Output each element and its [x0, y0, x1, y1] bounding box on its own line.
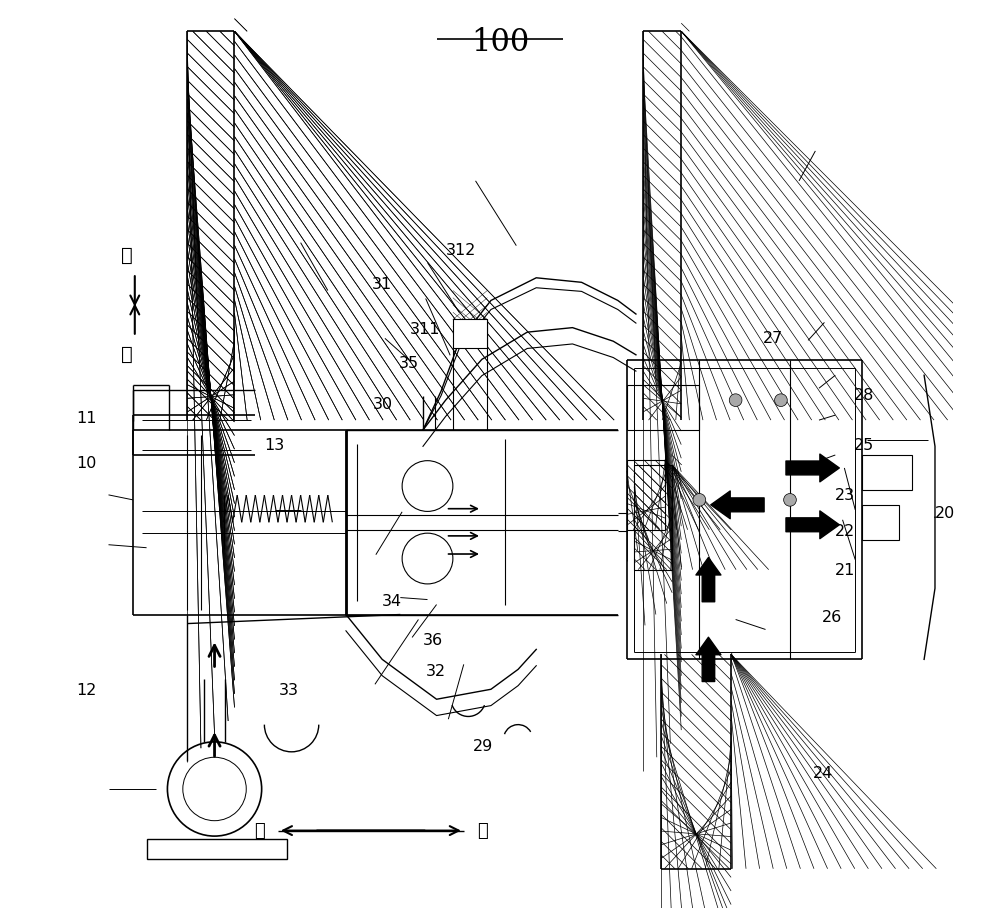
Circle shape [784, 494, 796, 506]
Text: 36: 36 [423, 633, 443, 648]
Text: 25: 25 [853, 438, 874, 453]
Text: 13: 13 [264, 438, 285, 453]
Text: 22: 22 [835, 524, 856, 539]
Text: 10: 10 [76, 456, 97, 471]
Bar [188, 31, 234, 420]
Text: 21: 21 [835, 563, 856, 578]
Text: 33: 33 [279, 683, 299, 697]
Text: 312: 312 [446, 243, 476, 258]
Text: 11: 11 [76, 411, 97, 425]
Text: 23: 23 [835, 488, 855, 503]
Bar [862, 455, 912, 490]
Text: 27: 27 [763, 331, 783, 346]
Text: 34: 34 [382, 594, 402, 609]
Text: 26: 26 [822, 610, 842, 625]
Text: 12: 12 [76, 683, 97, 697]
Text: 下: 下 [121, 345, 133, 365]
Text: 上: 上 [121, 245, 133, 265]
Text: 31: 31 [371, 276, 392, 292]
Bar [453, 319, 487, 348]
Text: 20: 20 [935, 506, 955, 521]
Text: 左: 左 [254, 822, 264, 840]
Text: 35: 35 [399, 356, 419, 372]
Circle shape [693, 494, 706, 506]
Text: 32: 32 [426, 664, 446, 680]
Text: 24: 24 [813, 766, 833, 781]
Bar [627, 460, 665, 530]
Bar [634, 465, 672, 570]
Text: 100: 100 [471, 26, 529, 58]
Text: 311: 311 [409, 322, 440, 337]
Circle shape [775, 394, 787, 406]
Text: 28: 28 [853, 388, 874, 403]
Bar [147, 839, 287, 859]
Text: 30: 30 [373, 397, 393, 412]
Text: 29: 29 [473, 739, 493, 754]
Circle shape [729, 394, 742, 406]
Text: 右: 右 [477, 822, 488, 840]
Bar [862, 504, 899, 540]
